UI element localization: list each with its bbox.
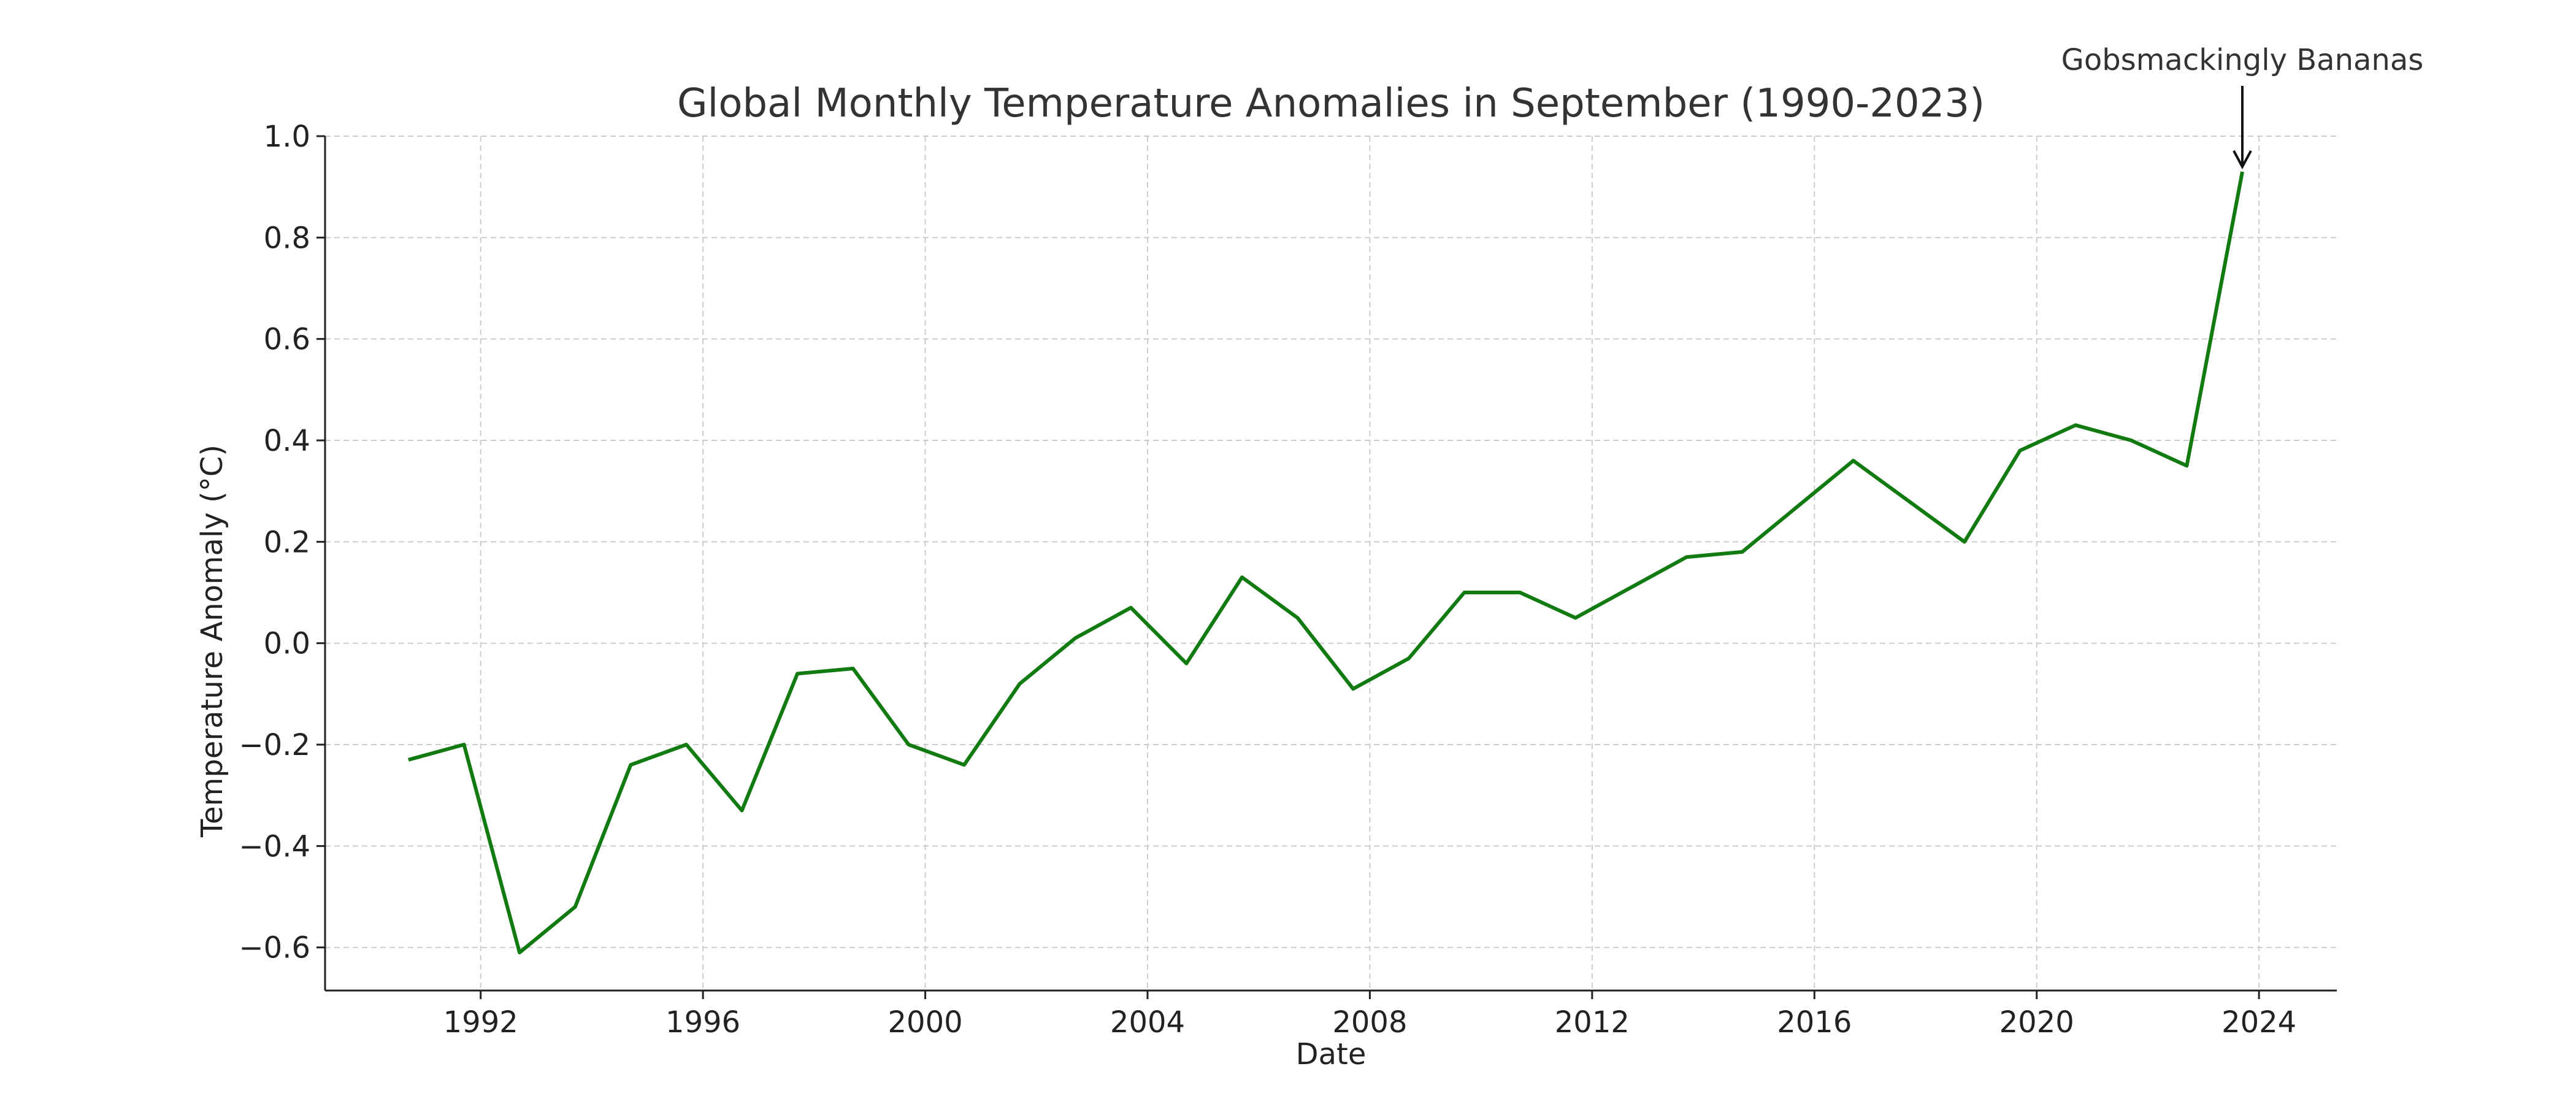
data-point xyxy=(1019,683,1021,684)
data-point xyxy=(963,764,965,766)
y-tick-label: 0.0 xyxy=(264,627,310,661)
y-tick-label: −0.2 xyxy=(239,728,310,762)
chart-title: Global Monthly Temperature Anomalies in … xyxy=(677,81,1985,126)
data-point xyxy=(1519,592,1521,594)
series-line xyxy=(408,171,2244,954)
data-point xyxy=(2075,424,2077,426)
axes xyxy=(324,136,2337,992)
x-tick-label: 2004 xyxy=(1110,1005,1185,1040)
annotation-label: Gobsmackingly Bananas xyxy=(2061,43,2424,77)
ticks: 1992 1996 2000 2004 2008 2012 2016 2020 2024 −0.6… xyxy=(239,120,2296,1040)
data-point xyxy=(1463,592,1465,594)
grid xyxy=(325,136,2337,991)
data-point xyxy=(2019,450,2021,451)
x-tick-label: 2020 xyxy=(1999,1005,2074,1040)
y-tick-label: −0.4 xyxy=(239,829,310,864)
x-tick-label: 2016 xyxy=(1777,1005,1852,1040)
y-tick-label: 1.0 xyxy=(264,120,310,154)
data-point xyxy=(2241,171,2243,172)
y-tick-label: 0.4 xyxy=(264,424,310,458)
x-tick-label: 2008 xyxy=(1332,1005,1407,1040)
x-tick-label: 1996 xyxy=(665,1005,740,1040)
annotation: Gobsmackingly Bananas xyxy=(2061,43,2424,170)
data-point xyxy=(1963,541,1965,543)
data-point xyxy=(852,668,854,670)
data-point xyxy=(1352,688,1354,690)
x-tick-label: 1992 xyxy=(443,1005,518,1040)
data-point xyxy=(1574,617,1576,619)
series xyxy=(407,171,2244,954)
data-point xyxy=(1130,607,1132,608)
y-tick-label: 0.2 xyxy=(264,525,310,559)
y-axis-label: Temperature Anomaly (°C) xyxy=(195,445,229,838)
data-point xyxy=(2186,465,2188,467)
y-tick-label: 0.8 xyxy=(264,221,310,255)
data-point xyxy=(519,951,521,953)
data-point xyxy=(1797,505,1799,507)
x-tick-label: 2000 xyxy=(887,1005,962,1040)
data-point xyxy=(685,744,687,746)
data-point xyxy=(1741,551,1743,553)
x-tick-label: 2012 xyxy=(1555,1005,1630,1040)
data-point xyxy=(908,744,910,746)
data-point xyxy=(407,759,409,761)
data-point xyxy=(1908,500,1910,502)
y-tick-label: −0.6 xyxy=(239,931,310,965)
y-tick-label: 0.6 xyxy=(264,323,310,357)
data-point xyxy=(1297,617,1298,619)
data-point xyxy=(2130,440,2132,442)
data-point xyxy=(463,744,465,746)
data-point xyxy=(797,673,799,675)
data-point xyxy=(1186,662,1187,664)
data-point xyxy=(1075,637,1076,639)
x-axis-label: Date xyxy=(1296,1037,1367,1071)
data-point xyxy=(1685,556,1687,558)
data-point xyxy=(630,764,632,766)
data-point xyxy=(1408,657,1409,659)
data-point xyxy=(1852,460,1854,462)
data-point xyxy=(574,906,576,908)
annotation-arrow-head xyxy=(2233,150,2252,170)
data-point xyxy=(1630,586,1632,588)
data-point xyxy=(1241,577,1243,578)
x-tick-label: 2024 xyxy=(2221,1005,2296,1040)
data-point xyxy=(741,810,743,811)
